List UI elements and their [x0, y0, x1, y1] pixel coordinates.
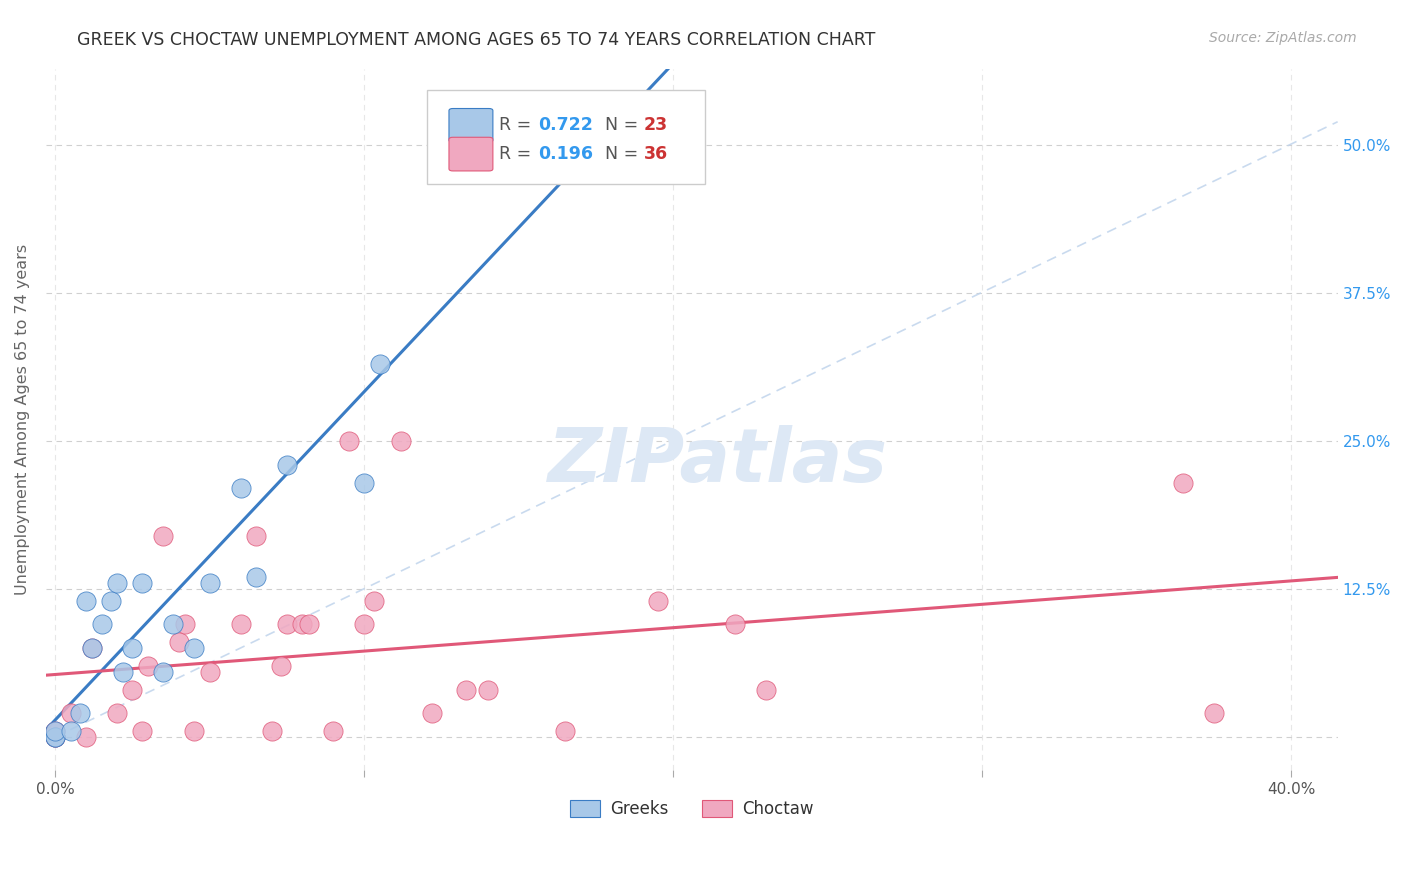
Point: [260, 723, 283, 738]
Point: [121, 641, 143, 656]
Point: [363, 594, 385, 608]
Point: [198, 665, 221, 679]
Point: [90, 617, 112, 632]
Point: [492, 145, 515, 159]
Text: ZIPatlas: ZIPatlas: [548, 425, 887, 498]
Point: [270, 659, 292, 673]
Text: R =: R =: [499, 116, 537, 135]
FancyBboxPatch shape: [449, 109, 494, 142]
Point: [69, 706, 91, 721]
Text: GREEK VS CHOCTAW UNEMPLOYMENT AMONG AGES 65 TO 74 YEARS CORRELATION CHART: GREEK VS CHOCTAW UNEMPLOYMENT AMONG AGES…: [77, 31, 876, 49]
Point: [245, 570, 267, 584]
Point: [162, 617, 184, 632]
Point: [131, 576, 153, 591]
Point: [44, 730, 66, 744]
Point: [59, 723, 82, 738]
Text: 0.722: 0.722: [538, 116, 593, 135]
Text: Source: ZipAtlas.com: Source: ZipAtlas.com: [1209, 31, 1357, 45]
Text: R =: R =: [499, 145, 537, 163]
Point: [229, 482, 252, 496]
Legend: Greeks, Choctaw: Greeks, Choctaw: [564, 793, 820, 825]
Point: [44, 730, 66, 744]
Point: [291, 617, 314, 632]
Point: [44, 730, 66, 744]
Point: [647, 594, 669, 608]
Point: [554, 723, 576, 738]
Point: [298, 617, 321, 632]
Point: [198, 576, 221, 591]
Point: [131, 723, 153, 738]
Point: [456, 682, 478, 697]
Point: [174, 617, 197, 632]
Point: [44, 723, 66, 738]
Point: [183, 641, 205, 656]
Point: [353, 617, 375, 632]
FancyBboxPatch shape: [449, 137, 494, 171]
Y-axis label: Unemployment Among Ages 65 to 74 years: Unemployment Among Ages 65 to 74 years: [15, 244, 30, 595]
Point: [245, 529, 267, 543]
Point: [724, 617, 747, 632]
Point: [136, 659, 159, 673]
Point: [152, 665, 174, 679]
Point: [755, 682, 778, 697]
Point: [121, 682, 143, 697]
Text: 0.196: 0.196: [538, 145, 593, 163]
Point: [229, 617, 252, 632]
Text: 36: 36: [644, 145, 668, 163]
Point: [1202, 706, 1225, 721]
Point: [82, 641, 104, 656]
Point: [44, 730, 66, 744]
Point: [337, 434, 360, 449]
Point: [44, 723, 66, 738]
Point: [82, 641, 104, 656]
Point: [100, 594, 122, 608]
Text: N =: N =: [605, 145, 644, 163]
Point: [75, 594, 97, 608]
Point: [59, 706, 82, 721]
Point: [183, 723, 205, 738]
Point: [353, 475, 375, 490]
Text: 23: 23: [644, 116, 668, 135]
Point: [477, 682, 499, 697]
Point: [112, 665, 135, 679]
Point: [389, 434, 412, 449]
FancyBboxPatch shape: [427, 89, 704, 185]
Point: [276, 458, 298, 472]
Point: [368, 357, 391, 371]
Point: [420, 706, 443, 721]
Point: [1171, 475, 1194, 490]
Point: [105, 576, 128, 591]
Point: [167, 635, 190, 649]
Text: N =: N =: [605, 116, 644, 135]
Point: [276, 617, 298, 632]
Point: [75, 730, 97, 744]
Point: [152, 529, 174, 543]
Point: [105, 706, 128, 721]
Point: [322, 723, 344, 738]
